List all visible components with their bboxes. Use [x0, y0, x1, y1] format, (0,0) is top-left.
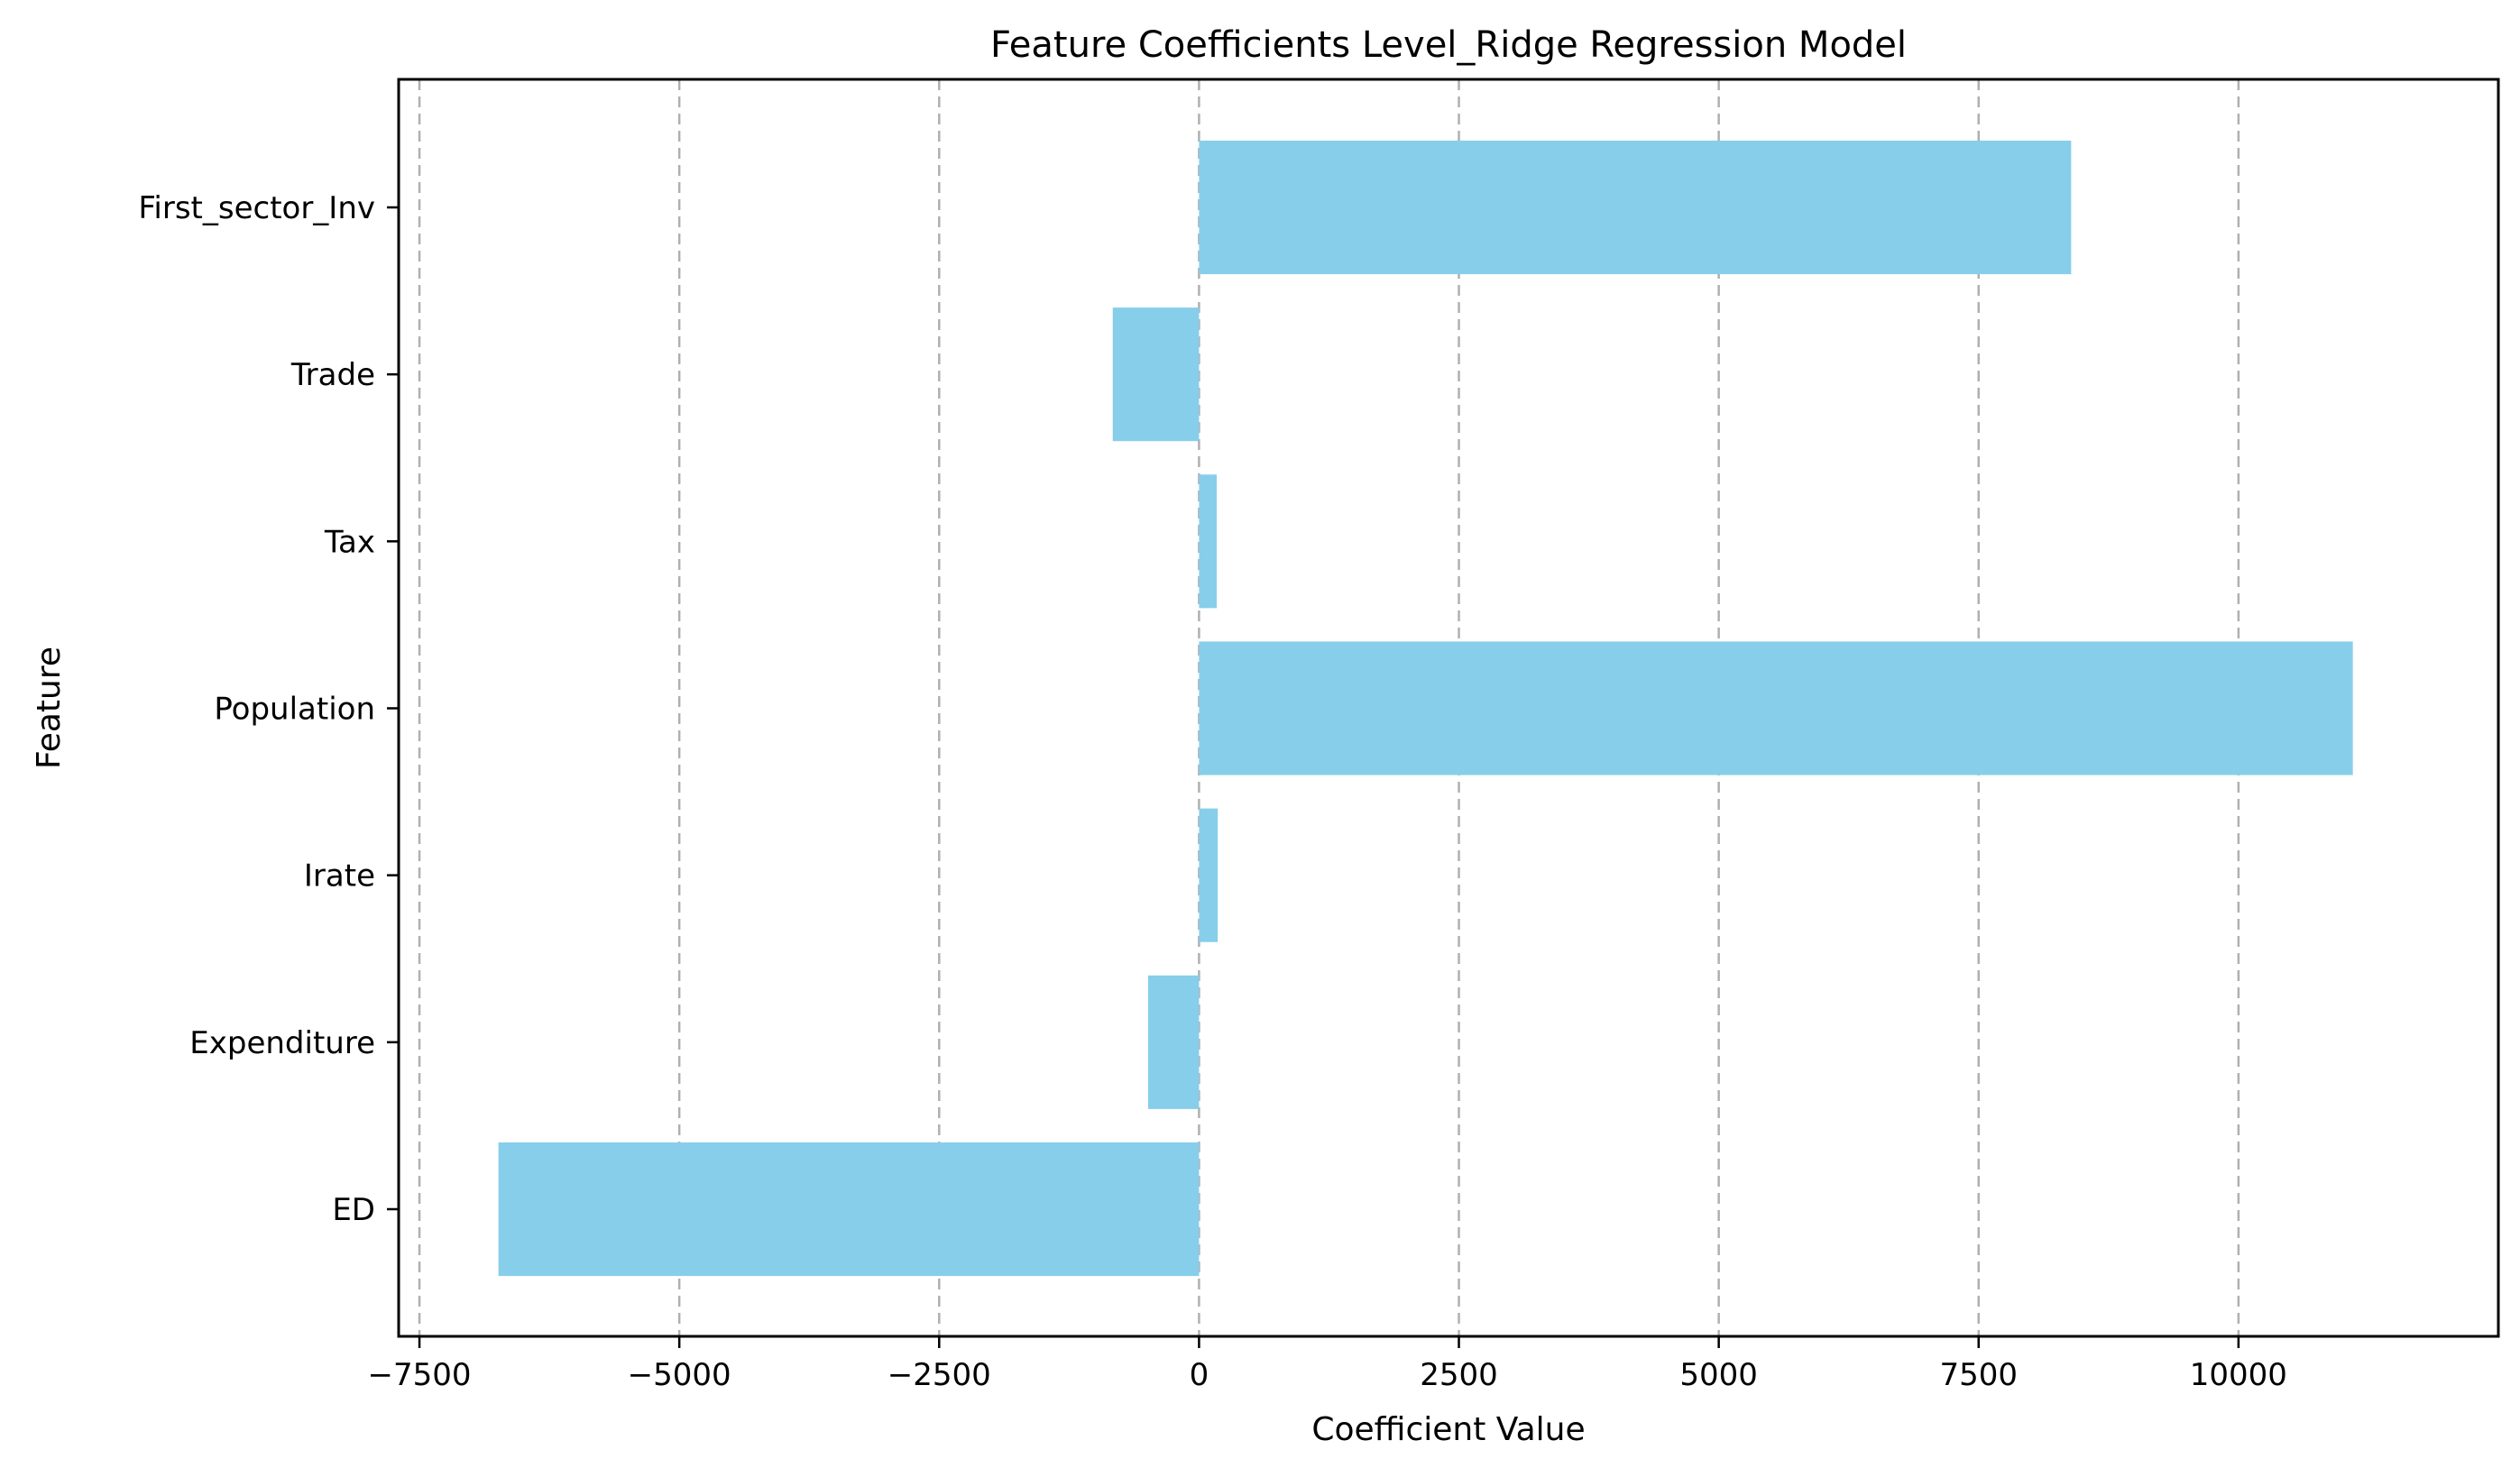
y-tick-label: Tax [324, 524, 375, 560]
y-tick-label: First_sector_Inv [138, 190, 375, 226]
y-axis-label: Feature [31, 647, 68, 769]
x-tick-label: 5000 [1679, 1357, 1758, 1393]
bar-expenditure [1147, 975, 1200, 1109]
y-tick-label: ED [332, 1192, 375, 1228]
y-tick-label: Irate [304, 858, 375, 894]
bar-ed [498, 1142, 1200, 1277]
x-tick-label: 2500 [1420, 1357, 1498, 1393]
bar-first-sector-inv [1199, 140, 2072, 275]
y-tick-label: Expenditure [189, 1025, 375, 1061]
x-tick-label: −7500 [368, 1357, 472, 1393]
bar-irate [1199, 808, 1219, 942]
bars [498, 140, 2353, 1277]
x-tick-label: −2500 [888, 1357, 991, 1393]
x-axis-ticks: −7500 −5000 −2500 0 2500 5000 7500 10000 [368, 1336, 2287, 1393]
x-axis-label: Coefficient Value [1311, 1411, 1585, 1448]
x-tick-label: 7500 [1939, 1357, 2018, 1393]
bar-tax [1199, 474, 1217, 609]
bar-trade [1112, 307, 1200, 442]
y-tick-label: Trade [290, 357, 375, 393]
x-tick-label: −5000 [628, 1357, 731, 1393]
bar-population [1199, 641, 2353, 775]
x-tick-label: 0 [1190, 1357, 1209, 1393]
y-axis-ticks: First_sector_Inv Trade Tax Population Irate E… [138, 190, 399, 1228]
y-tick-label: Population [214, 692, 375, 728]
chart-title: Feature Coefficients Level_Ridge Regress… [990, 24, 1907, 66]
grid-lines [418, 79, 2240, 1336]
x-tick-label: 10000 [2190, 1357, 2287, 1393]
